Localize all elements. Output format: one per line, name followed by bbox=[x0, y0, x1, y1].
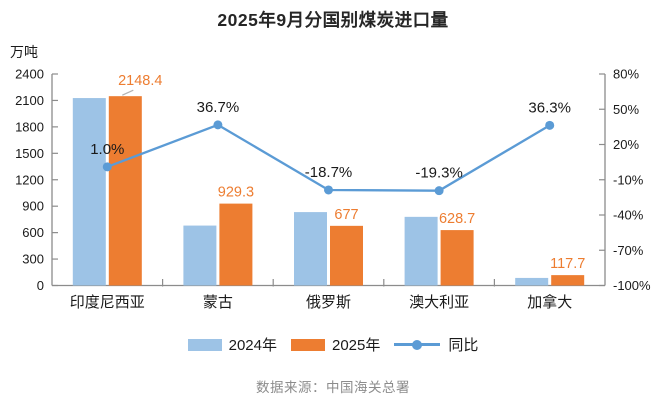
right-axis-tick-label: 80% bbox=[613, 67, 639, 82]
left-axis-tick-label: 900 bbox=[22, 199, 44, 214]
right-axis-tick-label: 50% bbox=[613, 102, 639, 117]
left-axis-unit-label: 万吨 bbox=[10, 44, 38, 60]
data-label-leader-line bbox=[122, 89, 134, 96]
value-label-2025: 677 bbox=[334, 207, 358, 223]
yoy-point-0 bbox=[102, 162, 112, 172]
yoy-label: -19.3% bbox=[415, 165, 463, 182]
value-label-2025: 2148.4 bbox=[118, 73, 162, 89]
yoy-label: -18.7% bbox=[305, 164, 353, 181]
category-label: 加拿大 bbox=[527, 293, 572, 311]
bar-2025-3 bbox=[440, 230, 474, 286]
yoy-point-2 bbox=[324, 185, 333, 195]
bar-2025-2 bbox=[330, 225, 363, 286]
left-axis-tick-label: 2400 bbox=[15, 67, 44, 82]
yoy-label: 1.0% bbox=[90, 141, 124, 158]
left-axis-tick-label: 2100 bbox=[15, 93, 44, 108]
left-axis-tick-label: 1500 bbox=[15, 146, 44, 161]
value-label-2025: 929.3 bbox=[218, 185, 254, 201]
value-label-2025: 117.7 bbox=[550, 256, 585, 272]
bar-2025-1 bbox=[219, 203, 253, 286]
right-axis-tick-label: -100% bbox=[613, 278, 651, 293]
bar-2025-4 bbox=[551, 275, 585, 286]
category-label: 印度尼西亚 bbox=[70, 294, 145, 311]
bar-2025-0 bbox=[108, 96, 142, 286]
source-note: 数据来源：中国海关总署 bbox=[256, 380, 410, 395]
legend: 2024年 2025年 同比 bbox=[0, 334, 666, 355]
yoy-point-1 bbox=[213, 120, 223, 130]
right-axis-tick-label: 20% bbox=[613, 137, 639, 152]
right-axis-tick-label: -10% bbox=[613, 172, 644, 187]
yoy-point-4 bbox=[545, 120, 555, 130]
bar-2024-4 bbox=[515, 277, 549, 286]
yoy-point-3 bbox=[434, 186, 444, 196]
legend-label-yoy: 同比 bbox=[448, 337, 479, 354]
left-axis-tick-label: 0 bbox=[37, 278, 44, 293]
category-label: 澳大利亚 bbox=[409, 294, 469, 311]
legend-label-2025: 2025年 bbox=[331, 337, 381, 354]
legend-line-dot bbox=[412, 339, 423, 350]
combo-chart: 0 300 600 900 1200 1500 1800 2100 2400 80% 50% 20% -… bbox=[10, 44, 651, 311]
left-axis-tick-label: 600 bbox=[22, 225, 44, 240]
yoy-label: 36.7% bbox=[197, 99, 240, 116]
chart-title: 2025年9月分国别煤炭进口量 bbox=[217, 10, 449, 30]
legend-line-marker bbox=[394, 338, 441, 351]
legend-swatch-2025 bbox=[290, 338, 325, 351]
bar-2024-1 bbox=[183, 225, 217, 286]
category-label: 蒙古 bbox=[203, 294, 233, 311]
right-axis-tick-label: -40% bbox=[613, 208, 644, 223]
left-axis-tick-label: 1800 bbox=[15, 119, 44, 134]
left-axis-tick-label: 300 bbox=[22, 252, 44, 267]
bar-2024-3 bbox=[404, 216, 438, 286]
legend-label-2024: 2024年 bbox=[228, 337, 277, 354]
bar-2024-2 bbox=[294, 212, 327, 286]
left-axis-tick-label: 1200 bbox=[15, 172, 44, 187]
category-label: 俄罗斯 bbox=[306, 294, 351, 311]
legend-swatch-2024 bbox=[187, 338, 222, 351]
bar-2024-0 bbox=[72, 98, 106, 286]
right-axis-tick-label: -70% bbox=[613, 243, 644, 258]
yoy-label: 36.3% bbox=[528, 99, 571, 116]
value-label-2025: 628.7 bbox=[439, 211, 475, 227]
